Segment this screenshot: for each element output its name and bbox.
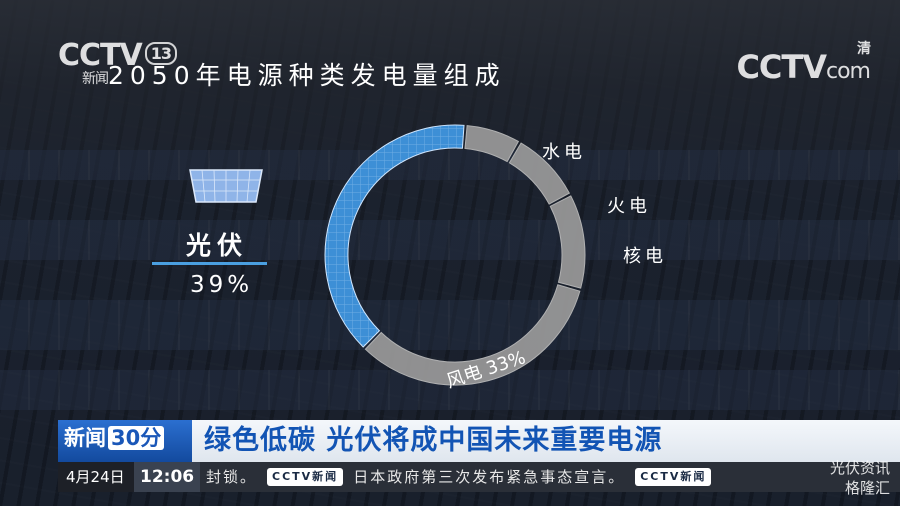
solar-panel-icon xyxy=(186,168,266,206)
news-crawl: 封锁。 CCTV新闻 日本政府第三次发布紧急事态宣言。 CCTV新闻 xyxy=(206,462,721,492)
headline: 绿色低碳 光伏将成中国未来重要电源 xyxy=(204,420,662,462)
label-thermal: 火电 xyxy=(607,192,651,218)
donut-slice-4 xyxy=(465,126,518,162)
date-display: 4月24日 xyxy=(58,462,136,492)
wind-slice-label: 风电 33% xyxy=(444,347,528,392)
crawl-channel-tag: CCTV新闻 xyxy=(267,468,343,486)
donut-slice-0 xyxy=(325,125,464,347)
program-logo: 新闻 30分 xyxy=(58,420,192,462)
label-nuclear: 核电 xyxy=(623,242,667,268)
pv-value: 39% xyxy=(190,272,253,298)
label-hydro: 水电 xyxy=(542,138,586,164)
watermark: 光伏资讯 格隆汇 xyxy=(830,458,890,498)
pv-label: 光伏 xyxy=(186,226,248,262)
pv-underline xyxy=(152,262,267,265)
time-display: 12:06 xyxy=(134,462,200,492)
crawl-channel-tag: CCTV新闻 xyxy=(635,468,711,486)
donut-slice-2 xyxy=(550,196,585,288)
